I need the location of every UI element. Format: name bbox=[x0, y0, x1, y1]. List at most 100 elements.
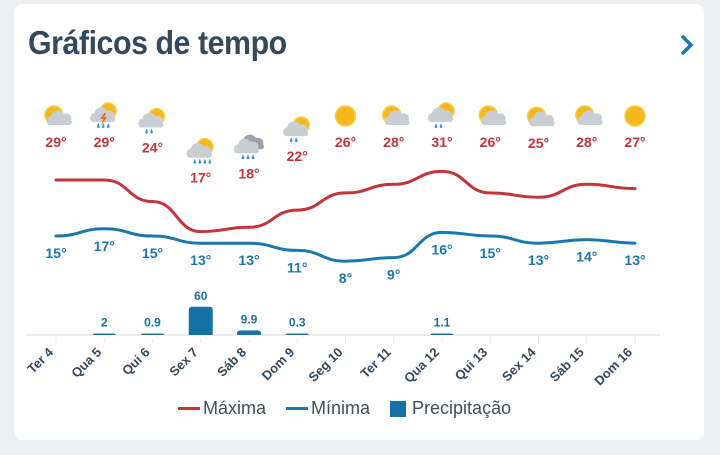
raindrop bbox=[208, 158, 212, 164]
sun-shape bbox=[334, 105, 357, 127]
raindrop bbox=[289, 137, 293, 143]
bar-mask bbox=[237, 335, 261, 339]
raindrop bbox=[150, 128, 153, 134]
bar-mask bbox=[140, 335, 165, 339]
min-temp-label: 13° bbox=[190, 252, 211, 268]
max-temp-label: 26° bbox=[480, 134, 501, 150]
min-temp-line bbox=[54, 227, 637, 263]
cloud-shape bbox=[138, 112, 164, 128]
page-title: Gráficos de tempo bbox=[28, 24, 287, 61]
raindrop bbox=[101, 123, 105, 129]
min-temp-label: 13° bbox=[528, 252, 549, 268]
raindrop bbox=[106, 123, 110, 129]
legend-precip-label: Precipitação bbox=[412, 398, 512, 418]
max-temp-label: 31° bbox=[431, 134, 452, 150]
x-tick-label: Sex 14 bbox=[499, 344, 539, 384]
cloud-shape bbox=[577, 110, 603, 125]
raindrop bbox=[203, 158, 207, 164]
x-tick-label: Sáb 15 bbox=[547, 345, 587, 385]
min-temp-label: 15° bbox=[142, 245, 163, 261]
precip-label: 0.3 bbox=[289, 316, 306, 330]
sun-shape bbox=[624, 105, 646, 127]
min-temp-label: 15° bbox=[45, 245, 66, 261]
max-temp-label: 25° bbox=[528, 135, 549, 151]
partly-cloudy-icon bbox=[44, 105, 72, 125]
max-temp-label: 18° bbox=[238, 165, 259, 181]
max-temp-line bbox=[54, 169, 637, 234]
x-tick-label: Dom 16 bbox=[591, 345, 635, 389]
precip-swatch bbox=[390, 400, 407, 417]
min-temp-label: 14° bbox=[576, 249, 597, 265]
x-tick-label: Sáb 8 bbox=[214, 345, 249, 380]
rain-sun-icon bbox=[138, 107, 166, 134]
min-temp-label: 16° bbox=[431, 241, 452, 257]
cloud-shape bbox=[529, 111, 555, 127]
cloud-shape bbox=[233, 138, 259, 154]
max-temp-label: 27° bbox=[624, 134, 645, 150]
max-temp-label: 22° bbox=[287, 148, 308, 164]
x-tick-label: Sex 7 bbox=[166, 345, 201, 380]
min-temp-label: 9° bbox=[387, 267, 400, 283]
legend-max-label: Máxima bbox=[203, 398, 267, 418]
bar-mask bbox=[285, 335, 310, 339]
precip-bar bbox=[188, 306, 213, 338]
partly-cloudy-icon bbox=[382, 105, 410, 125]
cloud-shape bbox=[384, 110, 410, 125]
cloud-shape bbox=[46, 110, 72, 125]
min-temp-label: 13° bbox=[624, 252, 645, 268]
raindrop bbox=[96, 123, 100, 129]
max-temp-label: 28° bbox=[576, 134, 597, 150]
legend-min-label: Mínima bbox=[311, 398, 371, 418]
raindrop bbox=[241, 154, 245, 160]
cloud-shape bbox=[427, 107, 453, 122]
max-temp-label: 29° bbox=[94, 134, 115, 150]
max-temp-label: 24° bbox=[142, 140, 163, 156]
max-temp-label: 17° bbox=[190, 170, 211, 186]
min-temp-label: 8° bbox=[339, 270, 352, 286]
x-tick-label: Qui 13 bbox=[452, 345, 491, 384]
legend-max[interactable]: Máxima bbox=[178, 398, 266, 419]
x-tick-label: Ter 11 bbox=[357, 345, 394, 382]
bar-mask bbox=[188, 335, 213, 339]
legend-min[interactable]: Mínima bbox=[286, 398, 370, 419]
raindrop bbox=[246, 154, 250, 160]
raindrop bbox=[145, 128, 148, 134]
min-swatch bbox=[286, 407, 309, 410]
heavy-rain-sun-icon bbox=[186, 137, 214, 164]
partly-cloudy-icon bbox=[478, 105, 507, 125]
chart-legend: Máxima Mínima Precipitação bbox=[178, 398, 511, 419]
raindrop bbox=[294, 137, 298, 143]
precip-label: 1.1 bbox=[434, 316, 451, 330]
chevron-right-icon[interactable] bbox=[676, 30, 700, 60]
min-temp-label: 13° bbox=[238, 252, 259, 268]
precip-label: 0.9 bbox=[144, 316, 161, 330]
rain-sun-icon bbox=[427, 102, 455, 129]
thunderstorm-icon bbox=[90, 102, 117, 129]
lightning bbox=[100, 113, 108, 125]
max-temp-label: 26° bbox=[335, 134, 356, 150]
min-temp-label: 17° bbox=[94, 238, 115, 254]
x-tick-label: Seg 10 bbox=[305, 345, 345, 385]
raindrop bbox=[193, 158, 197, 164]
x-tick-label: Qui 6 bbox=[119, 345, 153, 379]
sun-icon bbox=[334, 105, 357, 127]
precip-label: 9.9 bbox=[241, 312, 258, 326]
cloud-shape bbox=[186, 142, 212, 158]
cloud-shape bbox=[283, 121, 309, 137]
legend-precip[interactable]: Precipitação bbox=[390, 398, 511, 419]
x-tick-label: Ter 4 bbox=[24, 344, 56, 376]
partly-cloudy-icon bbox=[526, 106, 555, 127]
sun-icon bbox=[624, 105, 646, 127]
rain-sun-icon bbox=[283, 116, 310, 143]
raindrop bbox=[251, 154, 255, 160]
x-tick-label: Qua 5 bbox=[68, 345, 104, 381]
cloud-rain-icon bbox=[233, 134, 264, 160]
cloud-shape bbox=[481, 110, 507, 125]
min-temp-label: 11° bbox=[287, 259, 307, 275]
max-temp-label: 29° bbox=[45, 134, 66, 150]
raindrop bbox=[198, 158, 202, 164]
max-swatch bbox=[178, 407, 200, 410]
x-tick-label: Dom 9 bbox=[259, 345, 298, 384]
raindrop bbox=[434, 123, 438, 129]
